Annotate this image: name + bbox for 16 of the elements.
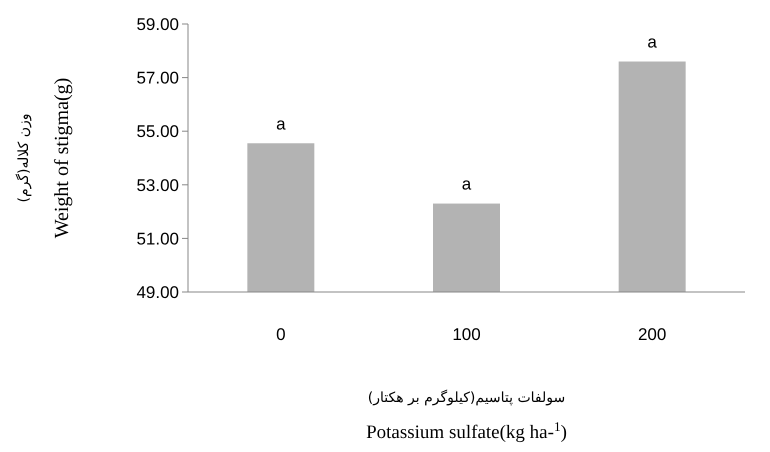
x-tick-label: 100 bbox=[452, 325, 481, 344]
y-axis-title: Weight of stigma(g) bbox=[51, 78, 73, 238]
annotation: a bbox=[462, 174, 472, 194]
y-tick-label: 55.00 bbox=[136, 122, 179, 142]
x-axis-title: Potassium sulfate(kg ha-$^{1}$) bbox=[366, 418, 567, 443]
text: وزن کلاله(گرم) bbox=[15, 113, 32, 203]
y-tick-label: 53.00 bbox=[136, 176, 179, 195]
y-tick-label: 57.00 bbox=[136, 68, 179, 88]
y-tick-label: 49.00 bbox=[136, 283, 179, 302]
annotation: a bbox=[276, 114, 286, 134]
y-tick-label: 51.00 bbox=[136, 229, 179, 248]
x-tick-label: 200 bbox=[638, 325, 666, 344]
text: سولفات پتاسیم(کیلوگرم بر هکتار) bbox=[368, 389, 566, 406]
annotation: a bbox=[647, 32, 658, 52]
y-tick-label: 59.00 bbox=[136, 15, 179, 34]
x-tick-label: 0 bbox=[276, 325, 286, 344]
